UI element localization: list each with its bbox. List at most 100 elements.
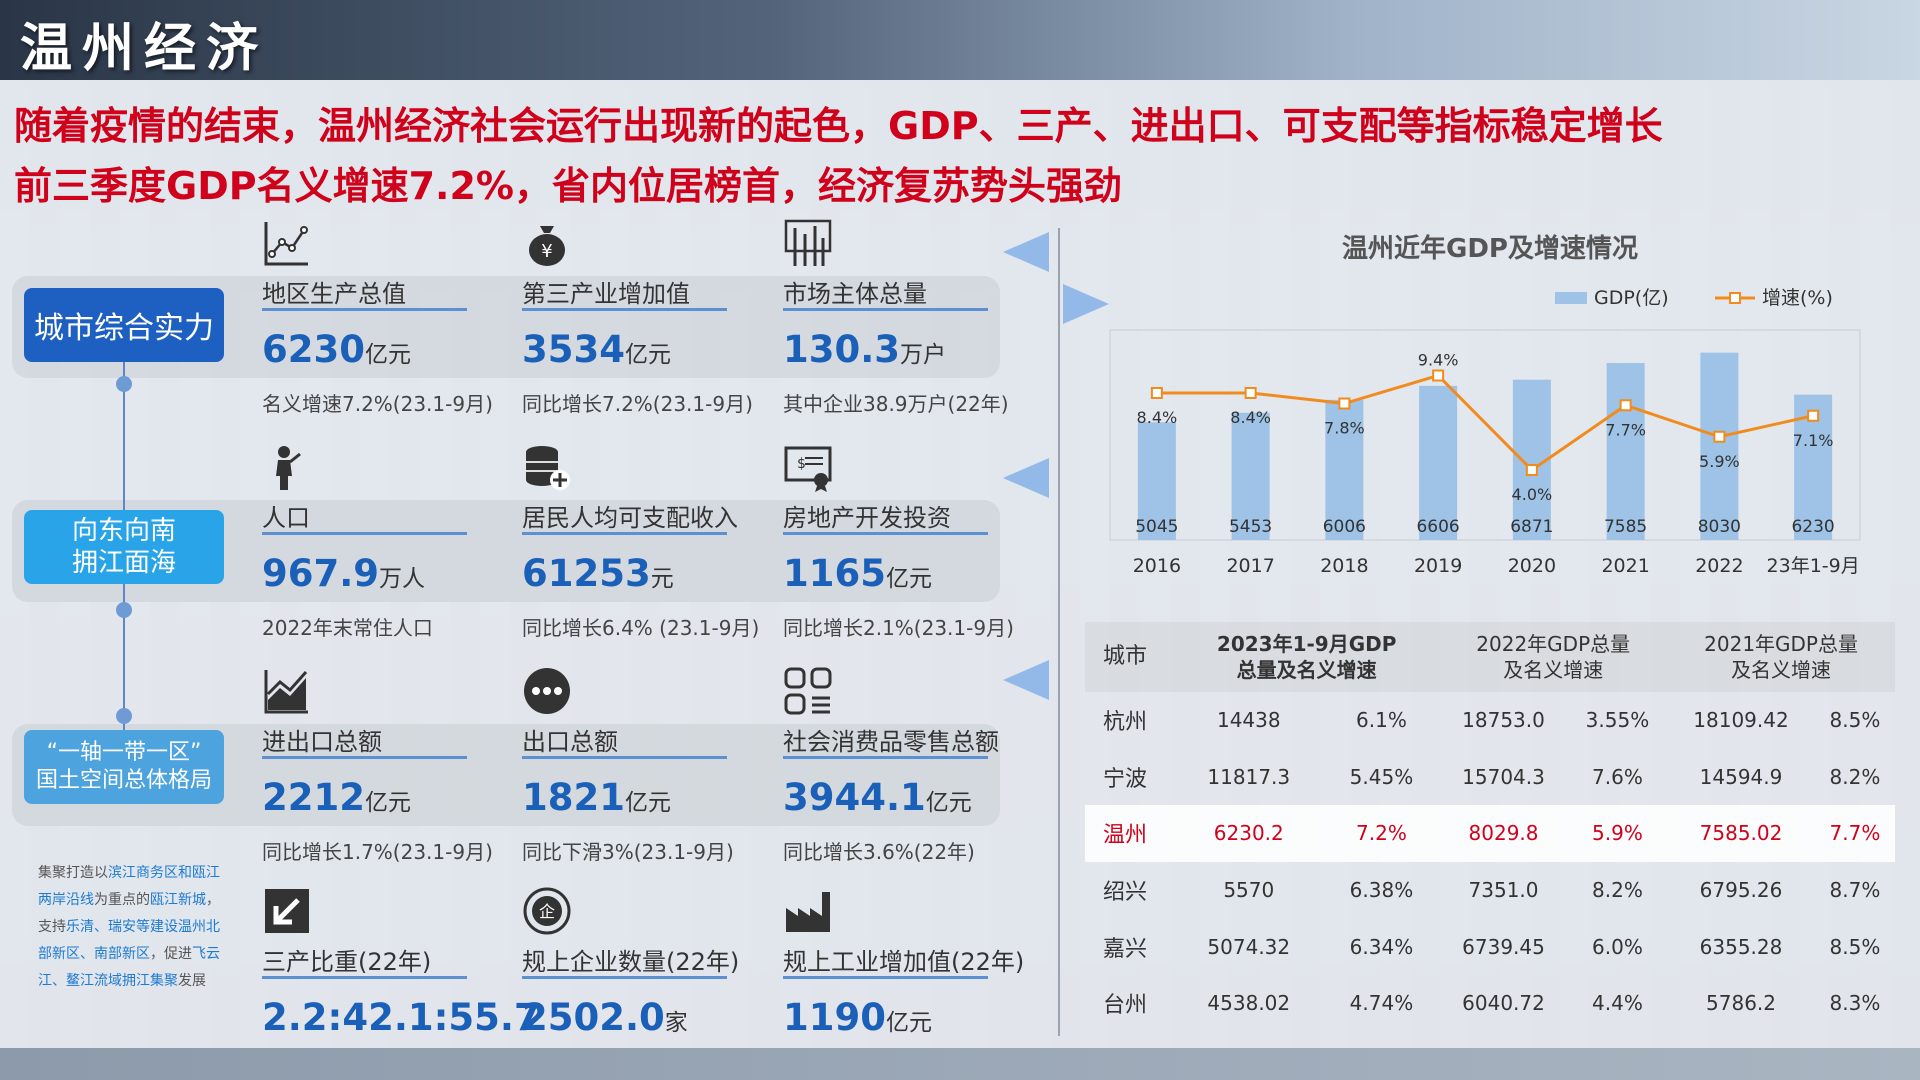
underline: [522, 532, 727, 535]
bar-value-label: 6606: [1416, 517, 1459, 537]
table-row: 温州 6230.2 7.2% 8029.8 5.9% 7585.02 7.7%: [1085, 805, 1895, 862]
title-bar: 温州经济: [0, 0, 1920, 80]
underline: [783, 532, 988, 535]
underline: [783, 756, 988, 759]
bar-2016: [1137, 422, 1176, 540]
area-chart-icon: [264, 670, 308, 714]
table-cell: 4538.02: [1207, 991, 1291, 1016]
metric-value: 2212亿元: [262, 776, 411, 819]
table-cell: 6.0%: [1592, 934, 1643, 959]
arrow-box-icon: [265, 889, 309, 933]
table-cell: 5074.32: [1207, 934, 1291, 959]
metric-value: 3944.1亿元: [783, 776, 972, 819]
table-cell: 5786.2: [1706, 991, 1776, 1016]
growth-point: [1244, 387, 1257, 399]
bar-value-label: 6006: [1323, 517, 1366, 537]
table-row: 嘉兴 5074.32 6.34% 6739.45 6.0% 6355.28 8.5%: [1085, 918, 1895, 975]
growth-label: 8.4%: [1137, 408, 1178, 427]
metric-note: 2022年末常住人口: [262, 616, 433, 640]
metric-value: 1165亿元: [783, 552, 932, 595]
underline: [522, 756, 727, 759]
coins-plus-icon: [526, 446, 570, 490]
table-cell: 6.1%: [1356, 708, 1407, 733]
growth-label: 7.8%: [1324, 419, 1365, 438]
metric-note: 同比增长3.6%(22年): [783, 840, 975, 864]
metric-label: 规上工业增加值(22年): [783, 948, 1025, 976]
table-cell: 7.7%: [1814, 805, 1895, 862]
metric-label: 地区生产总值: [262, 280, 406, 308]
metric-note: 同比增长7.2%(23.1-9月): [522, 392, 753, 416]
table-cell-city: 绍兴: [1103, 880, 1148, 906]
tag-label: 拥江面海: [71, 548, 176, 578]
table-cell: 8.2%: [1592, 878, 1643, 903]
table-cell: 8.7%: [1829, 878, 1881, 903]
x-tick-label: 2018: [1320, 555, 1368, 577]
certificate-icon: $: [784, 446, 832, 492]
metric-label: 社会消费品零售总额: [783, 728, 999, 756]
tag-label: 城市综合实力: [34, 311, 214, 346]
underline: [262, 976, 467, 979]
x-tick-label: 2017: [1226, 555, 1274, 577]
metric-value: 61253元: [522, 552, 674, 595]
metric-note: 同比下滑3%(23.1-9月): [522, 840, 734, 864]
table-header: 2022年GDP总量 及名义增速: [1439, 622, 1668, 692]
table-body: 杭州 14438 6.1% 18753.0 3.55% 18109.42 8.5% 宁波 118…: [1085, 692, 1895, 1032]
underline: [262, 532, 467, 535]
page-title: 温州经济: [20, 19, 269, 79]
x-axis-ticks: 2016 2017 2018 2019 2020 2021 2022 23年1-9月: [1133, 555, 1860, 577]
line-chart-icon: [264, 222, 308, 266]
bar-2019: [1419, 385, 1458, 540]
underline: [783, 976, 988, 979]
bar-value-label: 6871: [1510, 517, 1553, 537]
table-cell: 7351.0: [1468, 878, 1539, 903]
grid-list-icon: [784, 667, 832, 715]
table-cell: 6.38%: [1349, 878, 1414, 903]
underline: [262, 756, 467, 759]
table-header: 2021年GDP总量 及名义增速: [1667, 622, 1895, 692]
bar-2022: [1700, 352, 1739, 540]
tag-label: 国土空间总体格局: [35, 768, 212, 793]
table-row: 绍兴 5570 6.38% 7351.0 8.2% 6795.26 8.7%: [1085, 862, 1895, 919]
gdp-chart: GDP(亿) 增速(%) 5045 5453 6006 6606 6871 7585 803…: [1109, 287, 1861, 577]
x-tick-label: 23年1-9月: [1767, 555, 1860, 577]
city-gdp-table: 城市 2023年1-9月GDP 总量及名义增速 2022年GDP总量 及名义增速 2…: [1085, 622, 1895, 1032]
bar-value-label: 6230: [1791, 517, 1834, 537]
metric-note: 其中企业38.9万户(22年): [783, 392, 1009, 416]
metric-note: 同比增长2.1%(23.1-9月): [783, 616, 1014, 640]
table-cell: 7585.02: [1667, 805, 1815, 862]
enterprise-badge-icon: 企: [523, 887, 571, 935]
table-cell: 5.45%: [1349, 764, 1414, 789]
table-cell: 8.5%: [1829, 708, 1881, 733]
table-cell: 7.2%: [1323, 805, 1440, 862]
metric-label: 人口: [262, 504, 310, 532]
metric-label: 房地产开发投资: [783, 504, 951, 532]
legend-gdp: GDP(亿): [1594, 287, 1669, 309]
table-cell: 8.5%: [1829, 934, 1881, 959]
underline: [783, 308, 988, 311]
growth-point: [1338, 397, 1351, 410]
more-dots-icon: [524, 668, 570, 714]
x-tick-label: 2022: [1695, 555, 1743, 577]
table-cell: 15704.3: [1462, 764, 1545, 789]
growth-label: 5.9%: [1699, 452, 1740, 471]
chart-title: 温州近年GDP及增速情况: [1342, 234, 1638, 264]
table-cell: 3.55%: [1585, 708, 1650, 733]
bar-graph-icon: [784, 219, 832, 266]
table-cell-city: 温州: [1085, 805, 1174, 862]
table-cell: 6.34%: [1349, 934, 1414, 959]
tag-spatial-pattern: “一轴一带一区” 国土空间总体格局: [24, 730, 224, 804]
metric-value: 130.3万户: [783, 328, 947, 371]
table-cell: 7.6%: [1592, 764, 1643, 789]
table-cell: 6355.28: [1699, 934, 1783, 959]
table-row: 杭州 14438 6.1% 18753.0 3.55% 18109.42 8.5%: [1085, 692, 1895, 749]
chart-legend: GDP(亿) 增速(%): [1555, 287, 1833, 309]
table-cell: 8.2%: [1829, 764, 1881, 789]
bottom-bar: [0, 1048, 1920, 1080]
person-icon: [276, 446, 301, 490]
bar-series: 5045 5453 6006 6606 6871 7585 8030 6230: [1135, 352, 1835, 540]
x-tick-label: 2016: [1133, 555, 1181, 577]
money-bag-icon: ¥: [529, 226, 565, 266]
triangle-left-icon: [1003, 458, 1049, 498]
tag-east-south: 向东向南 拥江面海: [24, 510, 224, 584]
metric-note: 名义增速7.2%(23.1-9月): [262, 392, 493, 416]
